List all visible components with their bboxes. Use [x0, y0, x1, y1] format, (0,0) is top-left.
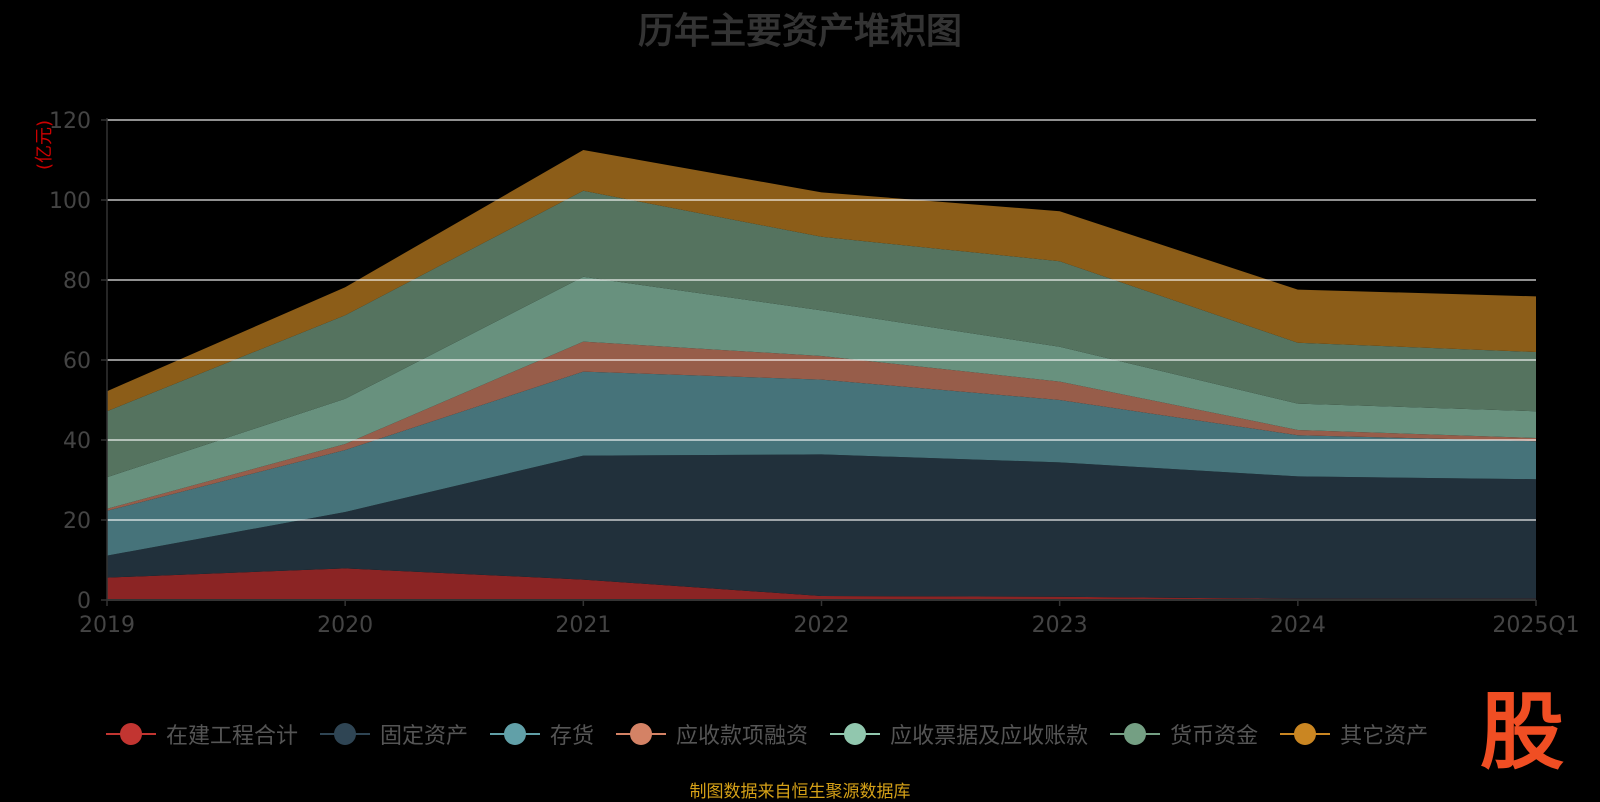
legend-label: 应收款项融资: [676, 724, 809, 749]
legend-item-3[interactable]: 应收款项融资: [616, 718, 808, 750]
area-series-5: [107, 190, 1536, 478]
legend-label: 存货: [550, 724, 595, 749]
legend-label: 固定资产: [380, 724, 469, 749]
legend-swatch-icon: [830, 722, 881, 746]
legend-swatch-icon: [616, 722, 667, 746]
x-tick-label-0: 2019: [79, 613, 135, 638]
legend-item-6[interactable]: 其它资产: [1280, 718, 1428, 750]
legend-swatch-icon: [320, 722, 371, 746]
y-tick-label-0: 0: [77, 589, 91, 614]
legend-swatch-icon: [1280, 722, 1331, 746]
x-tick-label-2: 2021: [555, 613, 611, 638]
legend-label: 应收票据及应收账款: [890, 724, 1089, 749]
legend-label: 货币资金: [1170, 724, 1259, 749]
legend-swatch-icon: [106, 722, 156, 746]
area-series-1: [107, 454, 1536, 599]
legend: 在建工程合计 固定资产 存货 应收款项融资 应收票据及应收账款 货币资金 其它资产: [106, 717, 1450, 751]
y-tick-label-6: 120: [49, 109, 91, 134]
area-series-0: [107, 568, 1536, 600]
x-tick-label-1: 2020: [317, 613, 373, 638]
legend-item-5[interactable]: 货币资金: [1110, 718, 1258, 750]
legend-swatch-icon: [1110, 722, 1161, 746]
legend-item-0[interactable]: 在建工程合计: [106, 718, 298, 750]
x-tick-label-5: 2024: [1270, 613, 1326, 638]
source-note: 制图数据来自恒生聚源数据库: [689, 782, 911, 802]
x-tick-label-3: 2022: [794, 613, 850, 638]
area-series-4: [107, 276, 1536, 509]
legend-item-4[interactable]: 应收票据及应收账款: [830, 718, 1088, 750]
x-tick-label-4: 2023: [1032, 613, 1088, 638]
y-tick-label-3: 60: [63, 349, 91, 374]
y-tick-label-1: 20: [63, 509, 91, 534]
chart-title: 历年主要资产堆积图: [637, 11, 962, 52]
legend-swatch-icon: [490, 722, 541, 746]
y-tick-label-2: 40: [63, 429, 91, 454]
x-tick-label-6: 2025Q1: [1492, 613, 1579, 638]
legend-item-2[interactable]: 存货: [490, 718, 594, 750]
legend-label: 其它资产: [1340, 724, 1429, 749]
y-tick-label-4: 80: [63, 269, 91, 294]
legend-label: 在建工程合计: [166, 724, 299, 749]
legend-item-1[interactable]: 固定资产: [320, 718, 468, 750]
watermark-logo: 股: [1480, 683, 1565, 781]
area-series-3: [107, 341, 1536, 511]
y-tick-label-5: 100: [49, 189, 91, 214]
